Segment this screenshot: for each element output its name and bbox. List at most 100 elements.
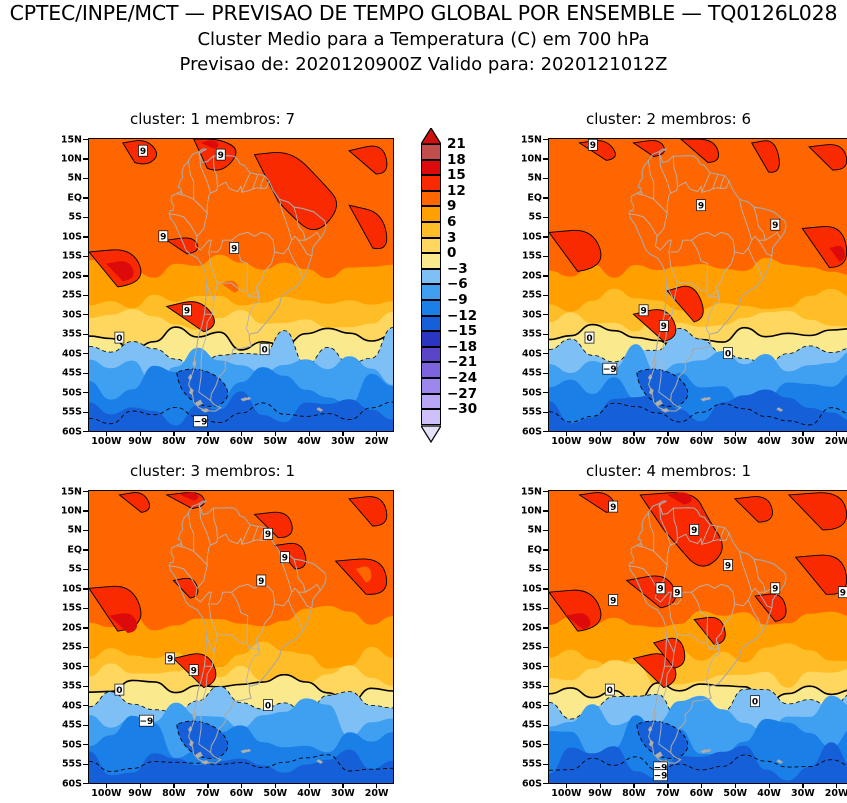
y-axis-tick-mark [83,607,89,610]
y-axis-tick-mark [83,372,89,374]
x-axis-tick-label: 20W [364,788,389,799]
x-axis-tick-mark [207,431,209,436]
x-axis-tick-label: 40W [297,436,321,447]
y-axis-tick-label: 25S [521,289,542,301]
colorbar-tick-label: 0 [447,245,457,262]
x-axis-tick-label: 70W [655,436,680,447]
y-axis-tick-mark [83,763,89,765]
header-line-times: Previsao de: 2020120900Z Valido para: 20… [179,53,668,75]
contour-map[interactable]: 9 9 9 9 9 0 0 −9 [88,490,394,784]
x-axis-tick-mark [836,431,838,436]
y-axis-tick-label: 10S [61,231,82,243]
y-axis-tick-label: 35S [521,328,542,340]
svg-text:9: 9 [661,322,667,332]
y-axis-tick-label: 10N [60,505,82,517]
x-axis-tick-mark [105,431,108,436]
y-axis-tick-label: 30S [521,661,542,673]
y-axis-tick-mark [83,197,89,199]
y-axis-tick-mark [543,549,549,551]
y-axis-tick-label: 5N [67,524,82,536]
colorbar-cell [421,222,441,238]
y-axis-tick-label: 50S [521,387,542,399]
contour-map[interactable]: 9 9 9 9 9 0 0 −9 [548,138,847,432]
y-axis-tick-mark [543,431,549,433]
y-axis-tick-label: 25S [61,289,82,301]
colorbar-high-cap-arrow [421,128,441,145]
y-axis-tick-mark [543,411,549,413]
y-axis-tick-label: 45S [521,367,542,379]
y-axis-tick-mark [83,216,89,219]
x-axis-tick-mark [633,431,635,436]
panel-cluster-3[interactable]: cluster: 3 membros: 1 9 9 9 9 9 0 0 −9 15N 10N 5N E… [30,462,395,803]
contour-map[interactable]: 9 9 9 9 9 9 9 9 0 0 −9 −9 [548,490,847,784]
y-axis-tick-label: 10S [61,583,82,595]
svg-text:9: 9 [610,503,616,513]
svg-text:9: 9 [258,577,264,587]
y-axis-tick-label: 55S [61,406,82,418]
y-axis-tick-mark [543,646,549,649]
y-axis-tick-label: 55S [61,758,82,770]
y-axis-tick-mark [543,275,549,277]
y-axis-tick-mark [543,197,549,199]
x-axis-tick-mark [734,783,737,788]
contour-map[interactable]: 9 9 9 9 9 0 0 −9 [88,138,394,432]
x-axis-tick-mark [734,431,737,436]
x-axis-tick-label: 60W [229,436,254,447]
x-axis-tick-label: 60W [689,436,714,447]
y-axis-tick-label: 10N [520,505,542,517]
x-axis-tick-mark [376,783,378,788]
x-axis-tick-mark [342,431,344,436]
y-axis-tick-mark [543,510,549,512]
y-axis-tick-mark [543,158,549,160]
svg-text:9: 9 [610,596,616,606]
page-header: CPTEC/INPE/MCT — PREVISAO DE TEMPO GLOBA… [0,0,847,74]
y-axis-tick-label: 5S [528,563,542,575]
colorbar-cell [421,362,441,378]
colorbar-tick-label: −9 [447,292,468,308]
y-axis-tick-label: 40S [521,348,542,360]
colorbar-tick-label: −27 [447,385,478,402]
x-axis-tick-mark [565,783,568,788]
x-axis-tick-mark [836,783,838,788]
y-axis-tick-mark [543,763,549,765]
y-axis-tick-mark [83,783,89,785]
y-axis-tick-label: 35S [61,328,82,340]
y-axis-tick-mark [543,353,549,355]
x-axis-tick-label: 60W [229,788,254,799]
y-axis-tick-label: 10N [60,153,82,165]
panel-title-2: cluster: 2 membros: 6 [585,110,752,128]
y-axis-tick-mark [83,568,89,571]
y-axis-tick-label: 15S [521,602,542,614]
colorbar-cell [421,175,441,191]
panel-cluster-4[interactable]: cluster: 4 membros: 1 9 9 9 9 9 9 9 9 0 0 −9 −9 15N 1… [490,462,847,803]
y-axis-tick-label: 5N [67,172,82,184]
x-axis-tick-label: 50W [723,788,748,799]
x-axis-tick-label: 20W [824,788,847,799]
y-axis-tick-mark [83,411,89,413]
colorbar-cell [421,378,441,394]
svg-text:9: 9 [191,666,197,676]
y-axis-tick-label: EQ [67,192,82,204]
y-axis-tick-label: EQ [527,544,542,556]
y-axis-tick-mark [83,529,89,532]
y-axis-tick-mark [543,724,549,726]
svg-text:−9: −9 [603,365,617,375]
y-axis-tick-label: EQ [67,544,82,556]
y-axis-tick-label: 25S [61,641,82,653]
colorbar-cell [421,346,441,363]
panel-cluster-1[interactable]: cluster: 1 membros: 7 9 9 9 9 9 0 0 −9 15N 10N 5N E… [30,110,395,447]
svg-text:−9: −9 [654,764,668,774]
colorbar-tick-label: −6 [447,276,468,293]
svg-text:9: 9 [725,561,731,571]
x-axis-tick-mark [241,431,243,436]
y-axis-tick-mark [83,275,89,277]
panel-title-1: cluster: 1 membros: 7 [129,110,296,128]
y-axis-tick-mark [543,236,549,238]
panel-cluster-2[interactable]: cluster: 2 membros: 6 9 9 9 9 9 0 0 −9 15N 10N 5N E… [490,110,847,447]
colorbar-low-cap-arrow [421,425,441,443]
svg-text:9: 9 [674,589,680,599]
y-axis-tick-label: 5S [528,211,542,223]
svg-text:0: 0 [725,349,731,359]
svg-text:9: 9 [772,585,778,595]
x-axis-tick-mark [139,783,141,788]
